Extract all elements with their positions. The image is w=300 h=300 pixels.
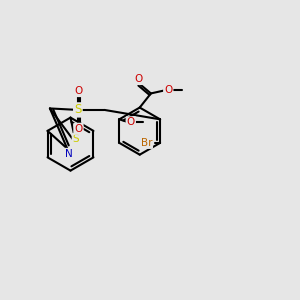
Text: O: O bbox=[74, 86, 83, 96]
Text: N: N bbox=[65, 149, 73, 159]
Text: O: O bbox=[74, 124, 83, 134]
Text: S: S bbox=[73, 134, 79, 144]
Text: O: O bbox=[164, 85, 172, 95]
Text: Br: Br bbox=[140, 138, 152, 148]
Text: O: O bbox=[135, 74, 143, 84]
Text: S: S bbox=[74, 103, 82, 116]
Text: O: O bbox=[127, 117, 135, 127]
